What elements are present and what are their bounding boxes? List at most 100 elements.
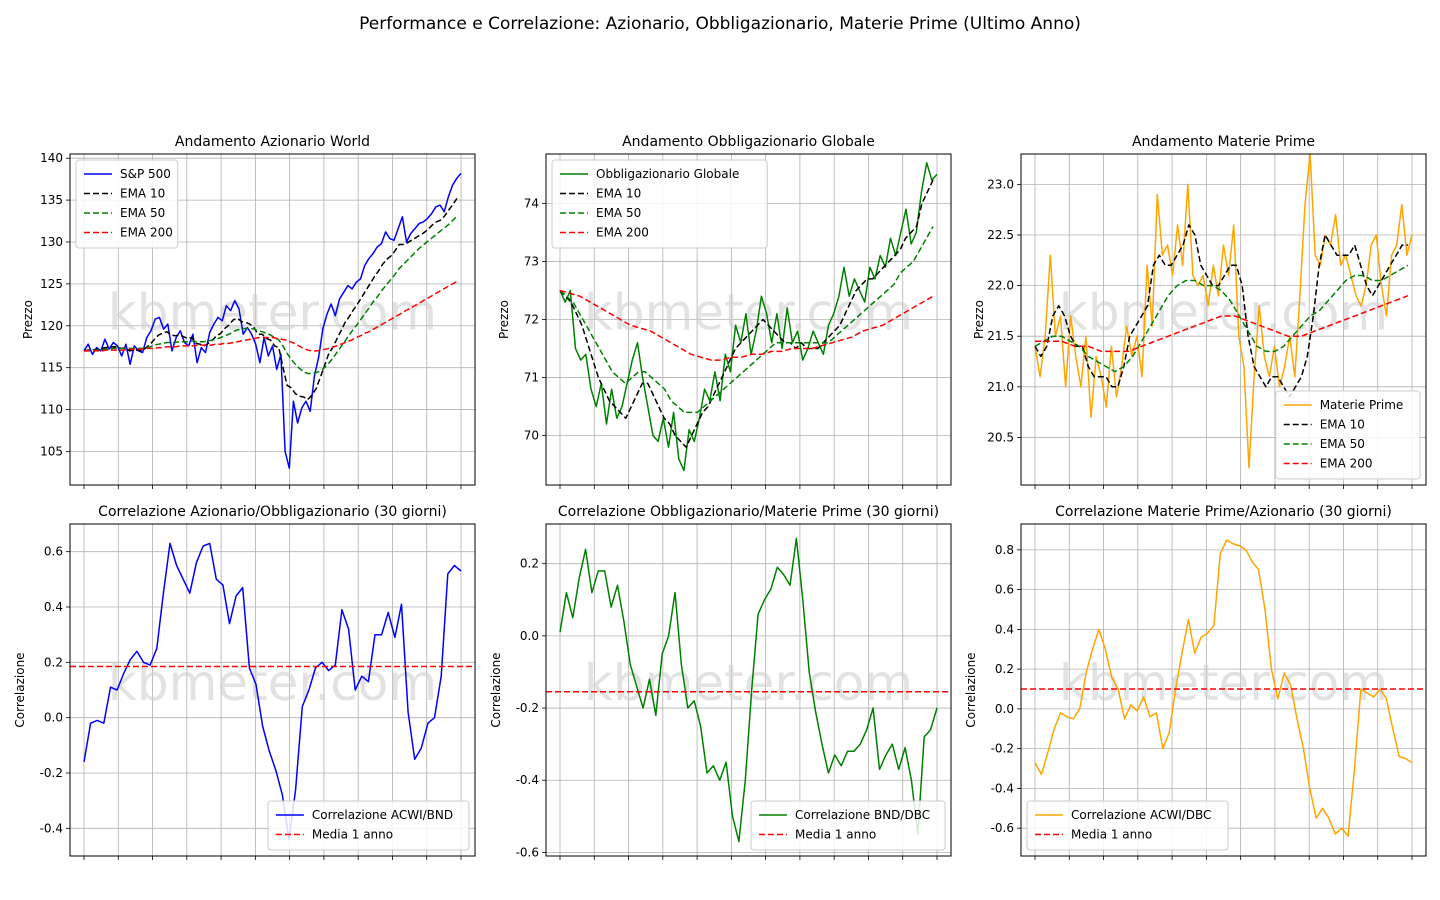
y-tick-label: 70 bbox=[524, 429, 539, 443]
legend-label: Materie Prime bbox=[1320, 398, 1404, 412]
y-tick-label: 140 bbox=[40, 151, 63, 165]
y-tick-label: 72 bbox=[524, 313, 539, 327]
subplot-1: 105 110 115 120 125 130 135 140 kbmeter.com Andam… bbox=[21, 134, 476, 489]
legend-label: EMA 50 bbox=[1320, 437, 1365, 451]
chart-title: Correlazione Materie Prime/Azionario (30… bbox=[1055, 504, 1392, 520]
y-tick-label: 105 bbox=[40, 444, 63, 458]
legend-label: EMA 200 bbox=[1320, 457, 1373, 471]
legend-label: EMA 200 bbox=[120, 226, 173, 240]
subplot-5: -0.6 -0.4 -0.2 0.0 0.2 kbmeter.com Correlazion… bbox=[489, 504, 952, 860]
legend: S&P 500 EMA 10 EMA 50 EMA 200 bbox=[75, 159, 179, 249]
plot-frame bbox=[545, 153, 952, 486]
y-tick-label: 125 bbox=[40, 277, 63, 291]
chart-title: Correlazione Obbligazionario/Materie Pri… bbox=[558, 504, 939, 520]
legend-label: Media 1 anno bbox=[312, 828, 393, 842]
y-tick-label: 22.0 bbox=[987, 279, 1014, 293]
y-tick-label: 0.2 bbox=[520, 557, 539, 571]
plot-frame bbox=[1020, 153, 1427, 486]
series-line-0 bbox=[1034, 539, 1413, 837]
legend-label: Correlazione BND/DBC bbox=[795, 808, 930, 822]
figure-suptitle: Performance e Correlazione: Azionario, O… bbox=[359, 14, 1081, 34]
y-tick-label: 0.2 bbox=[44, 655, 63, 669]
legend-box bbox=[551, 159, 768, 249]
y-tick-label: 0.4 bbox=[995, 622, 1014, 636]
legend-label: Media 1 anno bbox=[795, 828, 876, 842]
y-axis-label: Correlazione bbox=[489, 652, 503, 727]
legend-label: EMA 50 bbox=[120, 206, 165, 220]
legend: Correlazione BND/DBC Media 1 anno bbox=[750, 800, 946, 851]
y-tick-label: 0.4 bbox=[44, 600, 63, 614]
legend-label: EMA 10 bbox=[120, 187, 165, 201]
chart-title: Correlazione Azionario/Obbligazionario (… bbox=[98, 504, 447, 520]
series-line-0 bbox=[559, 537, 938, 843]
watermark-text: kbmeter.com bbox=[108, 283, 437, 341]
series-line-1 bbox=[83, 197, 458, 401]
watermark-text: kbmeter.com bbox=[1059, 654, 1388, 712]
y-tick-label: -0.6 bbox=[516, 845, 539, 859]
legend-label: Correlazione ACWI/BND bbox=[312, 808, 453, 822]
y-axis-label: Prezzo bbox=[972, 300, 986, 339]
y-tick-label: 0.8 bbox=[995, 543, 1014, 557]
series-line-2 bbox=[559, 226, 934, 414]
y-tick-label: 22.5 bbox=[987, 228, 1014, 242]
y-tick-label: 0.6 bbox=[44, 545, 63, 559]
chart-title: Andamento Obbligazionario Globale bbox=[622, 134, 875, 150]
y-tick-label: 0.6 bbox=[995, 583, 1014, 597]
y-tick-label: 130 bbox=[40, 235, 63, 249]
y-tick-label: 21.0 bbox=[987, 380, 1014, 394]
y-axis-label: Correlazione bbox=[13, 652, 27, 727]
y-tick-label: 21.5 bbox=[987, 329, 1014, 343]
subplot-3: 20.521.021.522.022.523.0kbmeter.comAndam… bbox=[972, 134, 1427, 489]
plot-frame bbox=[69, 523, 476, 857]
series-line-2 bbox=[84, 215, 458, 375]
legend-label: Media 1 anno bbox=[1071, 828, 1152, 842]
legend-label: Correlazione ACWI/DBC bbox=[1071, 808, 1211, 822]
series-line-1 bbox=[1034, 224, 1408, 398]
legend-box bbox=[1026, 800, 1229, 851]
y-tick-label: -0.4 bbox=[991, 781, 1014, 795]
series-line-0 bbox=[83, 542, 462, 841]
y-tick-label: 73 bbox=[524, 254, 539, 268]
y-tick-label: 0.0 bbox=[520, 629, 539, 643]
legend-box bbox=[750, 800, 946, 851]
legend: Obbligazionario Globale EMA 10 EMA 50 EMA 2… bbox=[551, 159, 768, 249]
y-tick-label: -0.4 bbox=[516, 773, 539, 787]
series-line-1 bbox=[559, 179, 934, 449]
legend: Materie Prime EMA 10 EMA 50 EMA 200 bbox=[1275, 390, 1421, 480]
y-tick-label: 0.0 bbox=[44, 711, 63, 725]
series-line-0 bbox=[1034, 153, 1413, 469]
y-tick-label: 120 bbox=[40, 319, 63, 333]
y-axis-label: Prezzo bbox=[497, 300, 511, 339]
y-axis-label: Correlazione bbox=[964, 652, 978, 727]
y-tick-label: -0.4 bbox=[40, 821, 63, 835]
legend: Correlazione ACWI/DBC Media 1 anno bbox=[1026, 800, 1229, 851]
watermark-text: kbmeter.com bbox=[584, 654, 913, 712]
series-line-0 bbox=[83, 172, 462, 469]
chart-title: Andamento Azionario World bbox=[175, 134, 370, 150]
y-axis-label: Prezzo bbox=[21, 300, 35, 339]
legend-label: EMA 10 bbox=[596, 187, 641, 201]
plot-frame bbox=[69, 153, 476, 486]
plot-frame bbox=[545, 523, 952, 857]
chart-title: Andamento Materie Prime bbox=[1132, 134, 1315, 150]
y-tick-label: 71 bbox=[524, 371, 539, 385]
y-tick-label: 115 bbox=[40, 361, 63, 375]
y-tick-label: -0.6 bbox=[991, 821, 1014, 835]
y-tick-label: 135 bbox=[40, 193, 63, 207]
y-tick-label: 0.0 bbox=[995, 702, 1014, 716]
legend-label: Obbligazionario Globale bbox=[596, 167, 739, 181]
series-line-3 bbox=[1035, 294, 1409, 353]
legend-label: S&P 500 bbox=[120, 167, 171, 181]
legend-box bbox=[1275, 390, 1421, 480]
y-tick-label: 20.5 bbox=[987, 430, 1014, 444]
legend-label: EMA 50 bbox=[596, 206, 641, 220]
legend-box bbox=[75, 159, 179, 249]
y-tick-label: -0.2 bbox=[991, 742, 1014, 756]
y-tick-label: 0.2 bbox=[995, 662, 1014, 676]
legend-label: EMA 200 bbox=[596, 226, 649, 240]
y-tick-label: 23.0 bbox=[987, 177, 1014, 191]
subplot-4: -0.4 -0.2 0.0 0.2 0.4 0.6 kbmeter.com Correlazi… bbox=[13, 504, 476, 860]
